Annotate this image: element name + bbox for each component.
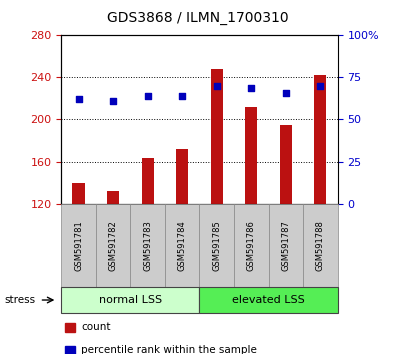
- Bar: [211, 69, 223, 204]
- Point: [145, 93, 151, 99]
- Bar: [314, 75, 327, 204]
- Bar: [72, 183, 85, 204]
- Point: [214, 83, 220, 88]
- Point: [75, 96, 82, 102]
- Text: normal LSS: normal LSS: [99, 295, 162, 305]
- Bar: [107, 191, 119, 204]
- Bar: [280, 125, 292, 204]
- Text: GDS3868 / ILMN_1700310: GDS3868 / ILMN_1700310: [107, 11, 288, 25]
- Text: GSM591784: GSM591784: [178, 220, 187, 270]
- Bar: [176, 149, 188, 204]
- Point: [248, 85, 254, 90]
- Bar: [141, 158, 154, 204]
- Point: [110, 98, 116, 104]
- Text: GSM591781: GSM591781: [74, 220, 83, 270]
- Point: [317, 83, 324, 88]
- Text: percentile rank within the sample: percentile rank within the sample: [81, 346, 257, 354]
- Text: GSM591786: GSM591786: [247, 220, 256, 270]
- Text: elevated LSS: elevated LSS: [232, 295, 305, 305]
- Text: stress: stress: [4, 295, 35, 305]
- Bar: [245, 107, 258, 204]
- Text: GSM591787: GSM591787: [281, 220, 290, 270]
- Point: [179, 93, 185, 99]
- Point: [283, 90, 289, 95]
- Text: count: count: [81, 322, 111, 332]
- Text: GSM591783: GSM591783: [143, 220, 152, 270]
- Text: GSM591788: GSM591788: [316, 220, 325, 270]
- Text: GSM591785: GSM591785: [212, 220, 221, 270]
- Text: GSM591782: GSM591782: [109, 220, 118, 270]
